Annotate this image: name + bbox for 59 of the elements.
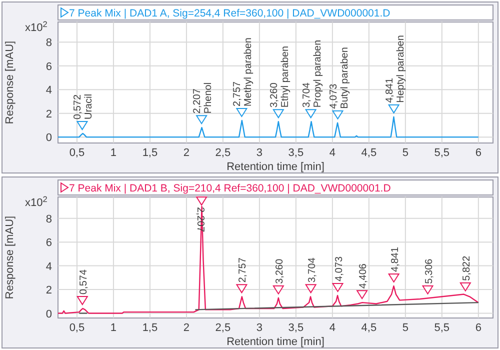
y-tick-label: 8 [46, 37, 52, 50]
x-tick-label: 4 [329, 147, 336, 159]
y-tick-label: 4 [46, 84, 52, 97]
annotation: 2,757 [238, 257, 249, 283]
annotation: 3,260 [274, 258, 286, 284]
annotation: 2,207 [194, 207, 206, 232]
x-tick-label: 1 [110, 322, 117, 334]
x-tick-label: 1 [110, 147, 117, 159]
y-axis-title: Response [mAU] [4, 40, 16, 124]
y-tick-label: 6 [46, 60, 52, 73]
annotation: 4,841 Heptyl paraben [384, 35, 406, 103]
annotation: 3,704 [306, 257, 318, 283]
x-tick-label: 4 [329, 322, 336, 334]
x-tick-label: 3,5 [288, 322, 304, 334]
annotation: 4,073 [334, 256, 345, 282]
y-tick-label: 2 [46, 284, 52, 297]
x-tick-label: 6 [475, 147, 482, 159]
x-tick-label: 2 [183, 147, 190, 159]
x-tick-label: 2,5 [215, 147, 231, 159]
x-tick-label: 5,5 [434, 147, 450, 159]
annotation: 3,704 Propyl paraben [301, 40, 324, 108]
annotation: 0,572 Uracil [72, 94, 95, 120]
y-axis-title: Response [mAU] [4, 216, 16, 300]
y-tick-label: 0 [46, 132, 52, 144]
y-tick-label: 0 [46, 308, 52, 320]
annotation: 0,574 [78, 269, 90, 295]
annotation: 5,306 [424, 258, 435, 284]
y-tick-label: 4 [46, 260, 52, 273]
x-tick-label: 3,5 [288, 147, 304, 159]
annotation: 4,073 Butyl paraben [328, 47, 350, 109]
x-tick-label: 5,5 [434, 322, 450, 334]
x-tick-label: 2,5 [215, 322, 231, 334]
chart-title: 7 Peak Mix | DAD1 A, Sig=254,4 Ref=360,100 | DAD_VWD000001.D [69, 8, 391, 20]
x-tick-label: 1,5 [142, 147, 158, 159]
annotation: 2,757 Methyl paraben [232, 38, 254, 106]
y-tick-label: 2 [46, 108, 52, 120]
x-tick-label: 0,5 [69, 147, 85, 159]
chart-title: 7 Peak Mix | DAD1 B, Sig=210,4 Ref=360,100 | DAD_VWD000001.D [69, 182, 392, 194]
x-tick-label: 5 [402, 147, 408, 159]
annotation: 3,260 Ethyl paraben [268, 46, 291, 108]
x-tick-label: 5 [402, 322, 408, 334]
x-tick-label: 0,5 [69, 322, 85, 334]
text: x10$^{2}$ [25, 194, 48, 209]
x-tick-label: 2 [183, 322, 190, 334]
x-axis-title: Retention time [min] [226, 336, 324, 348]
x-tick-label: 1,5 [142, 322, 158, 334]
annotation: 4,841 [390, 246, 401, 272]
y-tick-label: 8 [46, 213, 52, 226]
x-axis-title: Retention time [min] [226, 161, 324, 173]
y-tick-label: 6 [46, 237, 52, 250]
x-tick-label: 3 [256, 322, 263, 334]
x-tick-label: 6 [475, 322, 482, 334]
x-tick-label: 3 [256, 147, 263, 159]
annotation: 5,822 [461, 255, 472, 281]
x-tick-label: 4,5 [361, 322, 377, 334]
annotation: 4,406 [358, 263, 370, 289]
x-tick-label: 4,5 [361, 147, 377, 159]
annotation: 2,207 Phenol [192, 82, 214, 114]
text: x10$^{2}$ [25, 20, 48, 34]
